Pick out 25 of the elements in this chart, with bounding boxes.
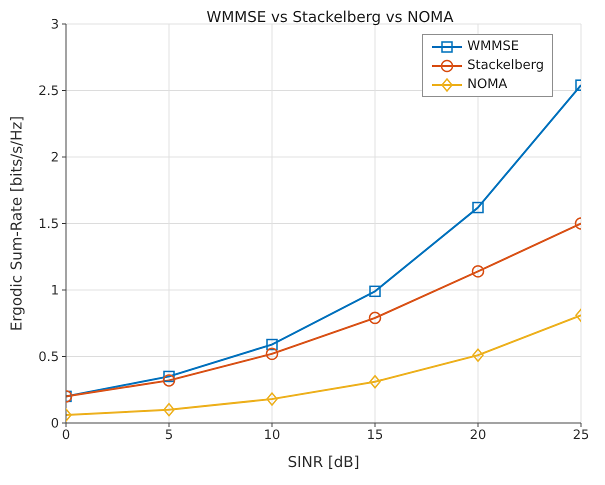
y-tick-label: 0 (50, 416, 59, 432)
x-tick-label: 0 (62, 428, 70, 444)
y-tick-label: 2 (50, 150, 59, 166)
x-tick-label: 20 (470, 428, 486, 444)
point (369, 286, 381, 298)
legend-label: Stackelberg (466, 57, 544, 75)
point (369, 375, 381, 389)
y-tick-label: 0.5 (38, 350, 59, 366)
legend-label: WMMSE (466, 38, 520, 56)
point (266, 392, 278, 406)
x-tick-label: 5 (164, 428, 174, 444)
y-axis-title: Ergodic Sum-Rate [bits/s/Hz] (7, 116, 26, 332)
point (266, 348, 278, 360)
y-tick-label: 1.5 (38, 217, 59, 232)
y-tick-label: 2.5 (38, 84, 59, 100)
legend-label: NOMA (466, 76, 508, 94)
point (368, 312, 382, 324)
point (266, 338, 278, 350)
x-tick-label: 10 (264, 428, 280, 444)
x-axis-title: SINR [dB] (288, 453, 360, 471)
chart-title: WMMSE vs Stackelberg vs NOMA (206, 8, 454, 26)
x-tick-label: 15 (366, 428, 384, 444)
y-tick-label: 3 (50, 18, 59, 33)
x-tick-label: 25 (572, 428, 590, 444)
y-tick-label: 1 (50, 284, 59, 299)
